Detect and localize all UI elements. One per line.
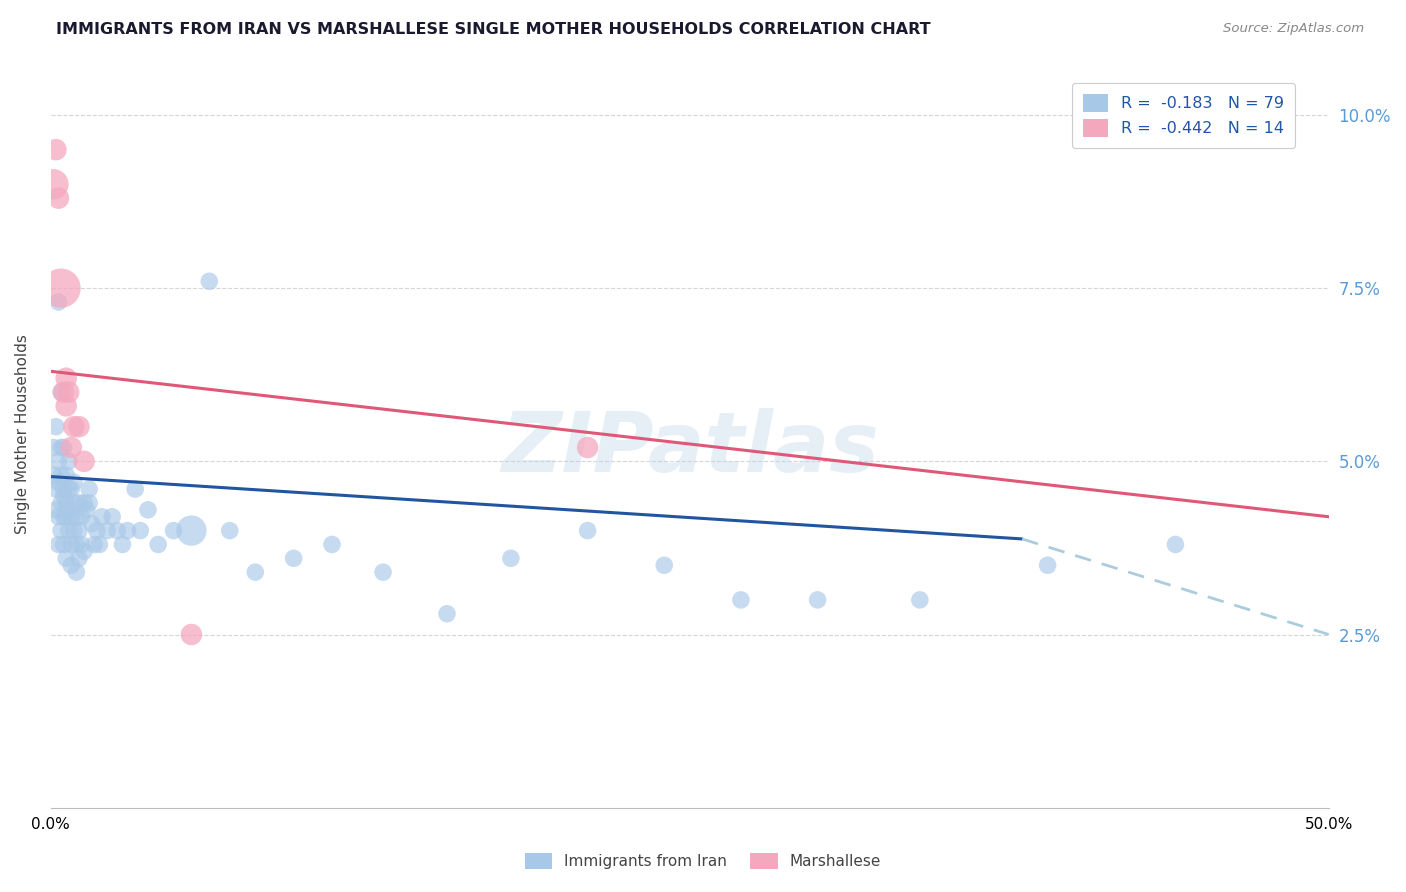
Point xyxy=(42,468,65,483)
Point xyxy=(67,551,90,566)
Point xyxy=(67,419,90,434)
Point xyxy=(48,475,70,489)
Point xyxy=(283,551,305,566)
Point xyxy=(101,509,124,524)
Point xyxy=(63,475,86,489)
Point xyxy=(52,489,75,503)
Point xyxy=(180,627,202,641)
Point xyxy=(63,524,86,538)
Point xyxy=(436,607,458,621)
Legend: R =  -0.183   N = 79, R =  -0.442   N = 14: R = -0.183 N = 79, R = -0.442 N = 14 xyxy=(1071,83,1295,148)
Point xyxy=(65,537,87,551)
Point xyxy=(105,524,128,538)
Point xyxy=(60,482,83,496)
Point xyxy=(807,593,830,607)
Point xyxy=(60,558,83,573)
Point xyxy=(67,524,90,538)
Point xyxy=(58,524,80,538)
Point xyxy=(80,516,103,531)
Point xyxy=(48,454,70,468)
Point xyxy=(218,524,240,538)
Point xyxy=(49,468,72,483)
Point xyxy=(49,496,72,510)
Point xyxy=(96,524,118,538)
Point xyxy=(48,295,70,310)
Point xyxy=(49,385,72,400)
Point xyxy=(45,482,67,496)
Y-axis label: Single Mother Households: Single Mother Households xyxy=(15,334,30,533)
Point xyxy=(52,537,75,551)
Point xyxy=(58,454,80,468)
Point xyxy=(55,468,77,483)
Point xyxy=(371,565,394,579)
Point xyxy=(48,537,70,551)
Point xyxy=(55,399,77,413)
Point xyxy=(45,419,67,434)
Point xyxy=(245,565,267,579)
Point xyxy=(89,537,111,551)
Point xyxy=(321,537,343,551)
Point xyxy=(63,419,86,434)
Point xyxy=(124,482,146,496)
Point xyxy=(55,371,77,385)
Point xyxy=(70,509,93,524)
Point xyxy=(91,509,114,524)
Point xyxy=(1164,537,1187,551)
Point xyxy=(76,503,98,517)
Point xyxy=(730,593,752,607)
Point xyxy=(52,482,75,496)
Point xyxy=(48,191,70,205)
Point xyxy=(45,503,67,517)
Text: ZIPatlas: ZIPatlas xyxy=(501,409,879,489)
Point xyxy=(576,524,599,538)
Legend: Immigrants from Iran, Marshallese: Immigrants from Iran, Marshallese xyxy=(519,847,887,875)
Point xyxy=(117,524,139,538)
Point xyxy=(652,558,675,573)
Point xyxy=(908,593,931,607)
Point xyxy=(148,537,170,551)
Point xyxy=(576,441,599,455)
Point xyxy=(70,537,93,551)
Point xyxy=(65,509,87,524)
Point xyxy=(49,281,72,295)
Point xyxy=(73,454,96,468)
Point xyxy=(86,524,108,538)
Point xyxy=(1036,558,1059,573)
Point xyxy=(60,509,83,524)
Point xyxy=(499,551,522,566)
Point xyxy=(111,537,134,551)
Point xyxy=(136,503,159,517)
Point xyxy=(58,482,80,496)
Point xyxy=(52,385,75,400)
Point xyxy=(83,537,105,551)
Point xyxy=(49,441,72,455)
Point xyxy=(60,537,83,551)
Point xyxy=(73,496,96,510)
Point xyxy=(162,524,184,538)
Point xyxy=(65,565,87,579)
Point xyxy=(180,524,202,538)
Point xyxy=(129,524,152,538)
Point xyxy=(60,441,83,455)
Point xyxy=(198,274,221,288)
Point xyxy=(77,496,100,510)
Point xyxy=(55,551,77,566)
Point xyxy=(49,524,72,538)
Point xyxy=(48,509,70,524)
Point xyxy=(52,441,75,455)
Point xyxy=(63,496,86,510)
Text: IMMIGRANTS FROM IRAN VS MARSHALLESE SINGLE MOTHER HOUSEHOLDS CORRELATION CHART: IMMIGRANTS FROM IRAN VS MARSHALLESE SING… xyxy=(56,22,931,37)
Point xyxy=(55,496,77,510)
Point xyxy=(58,503,80,517)
Text: Source: ZipAtlas.com: Source: ZipAtlas.com xyxy=(1223,22,1364,36)
Point xyxy=(42,441,65,455)
Point xyxy=(73,544,96,558)
Point xyxy=(58,385,80,400)
Point xyxy=(77,482,100,496)
Point xyxy=(42,178,65,192)
Point xyxy=(45,143,67,157)
Point xyxy=(52,509,75,524)
Point xyxy=(67,496,90,510)
Point xyxy=(55,509,77,524)
